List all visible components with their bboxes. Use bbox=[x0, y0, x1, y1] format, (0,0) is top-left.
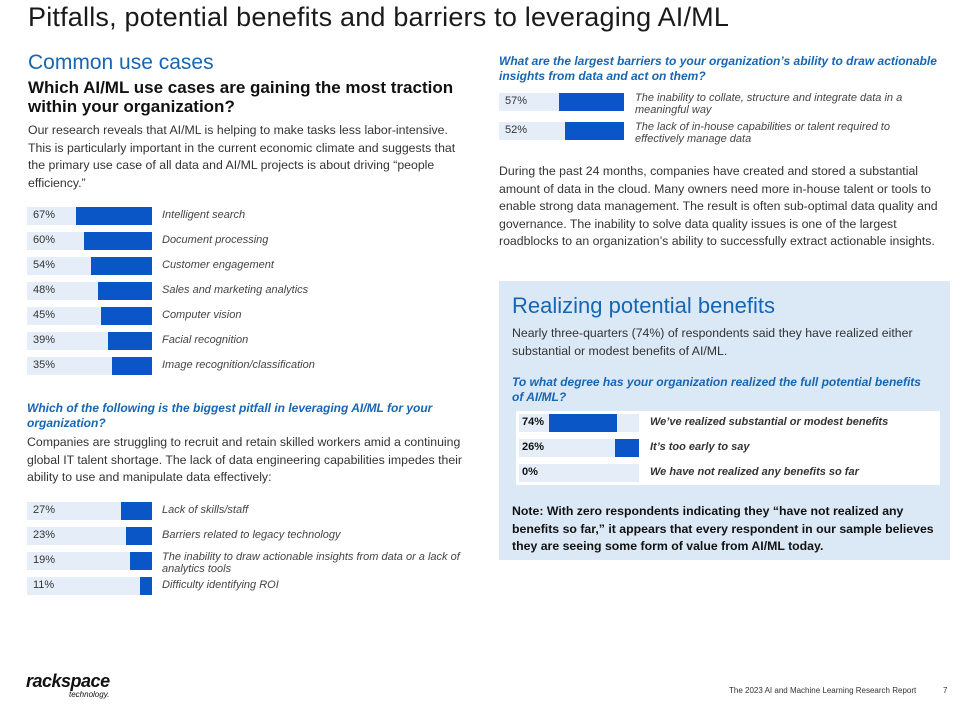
bar-category-label: Barriers related to legacy technology bbox=[162, 529, 341, 541]
bar-track: 48% bbox=[27, 282, 152, 300]
bar-value-label: 45% bbox=[33, 309, 56, 321]
bar-track: 23% bbox=[27, 527, 152, 545]
bar-fill bbox=[76, 207, 152, 225]
bar-track: 11% bbox=[27, 577, 152, 595]
benefits-panel: Realizing potential benefits Nearly thre… bbox=[499, 281, 950, 560]
bar-category-label: Sales and marketing analytics bbox=[162, 284, 309, 296]
page-number: 7 bbox=[943, 686, 948, 695]
bar-row: 27% Lack of skills/staff bbox=[27, 502, 482, 520]
bar-row: 48% Sales and marketing analytics bbox=[27, 282, 482, 300]
section-title-use-cases: Common use cases bbox=[28, 51, 214, 74]
bar-track: 57% bbox=[499, 93, 624, 111]
logo-wordmark: rackspace bbox=[26, 671, 110, 691]
benefits-bar-chart: 74% We’ve realized substantial or modest … bbox=[516, 411, 940, 485]
bar-category-label: Customer engagement bbox=[162, 259, 274, 271]
bar-fill bbox=[121, 502, 152, 520]
bar-track: 39% bbox=[27, 332, 152, 350]
bar-fill bbox=[565, 122, 624, 140]
bar-fill bbox=[126, 527, 152, 545]
bar-value-label: 19% bbox=[33, 554, 56, 566]
bar-fill bbox=[549, 414, 617, 432]
bar-value-label: 11% bbox=[33, 579, 55, 591]
bar-track: 60% bbox=[27, 232, 152, 250]
bar-category-label: It’s too early to say bbox=[650, 441, 750, 453]
bar-category-label: We’ve realized substantial or modest ben… bbox=[650, 416, 889, 428]
bar-category-label: Difficulty identifying ROI bbox=[162, 579, 279, 591]
bar-category-label: Image recognition/classification bbox=[162, 359, 315, 371]
bar-value-label: 35% bbox=[33, 359, 56, 371]
bar-track: 45% bbox=[27, 307, 152, 325]
benefits-paragraph: Nearly three-quarters (74%) of responden… bbox=[512, 326, 913, 358]
bar-row: 60% Document processing bbox=[27, 232, 482, 250]
bar-category-label: Computer vision bbox=[162, 309, 242, 321]
benefit-bar-row: 0% We have not realized any benefits so f… bbox=[516, 463, 940, 483]
bar-value-label: 48% bbox=[33, 284, 56, 296]
bar-value-label: 39% bbox=[33, 334, 56, 346]
bar-row: 54% Customer engagement bbox=[27, 257, 482, 275]
footer-report-title: The 2023 AI and Machine Learning Researc… bbox=[729, 686, 917, 695]
bar-category-label: The inability to collate, structure and … bbox=[635, 92, 903, 116]
benefits-question: To what degree has your organization rea… bbox=[512, 375, 921, 404]
bar-value-label: 74% bbox=[522, 416, 545, 428]
bar-row: 19% The inability to draw actionable insi… bbox=[27, 551, 482, 575]
bar-category-label: We have not realized any benefits so far bbox=[650, 466, 859, 478]
bar-category-label: Facial recognition bbox=[162, 334, 249, 346]
bar-row: 11% Difficulty identifying ROI bbox=[27, 577, 482, 595]
bar-fill bbox=[130, 552, 152, 570]
bar-fill bbox=[108, 332, 152, 350]
bar-value-label: 27% bbox=[33, 504, 56, 516]
bar-row: 35% Image recognition/classification bbox=[27, 357, 482, 375]
bar-fill bbox=[101, 307, 152, 325]
bar-value-label: 67% bbox=[33, 209, 56, 221]
bar-row: 52% The lack of in-house capabilities or … bbox=[499, 121, 935, 145]
bar-value-label: 26% bbox=[522, 441, 545, 453]
bar-fill bbox=[84, 232, 152, 250]
bar-row: 57% The inability to collate, structure a… bbox=[499, 92, 935, 116]
bar-fill bbox=[140, 577, 152, 595]
bar-category-label: The inability to draw actionable insight… bbox=[162, 551, 460, 575]
logo-tagline: technology. bbox=[69, 690, 110, 699]
bar-fill bbox=[112, 357, 152, 375]
bar-row: 67% Intelligent search bbox=[27, 207, 482, 225]
bar-value-label: 60% bbox=[33, 234, 56, 246]
barriers-question: What are the largest barriers to your or… bbox=[499, 54, 937, 83]
benefit-bar-row: 26% It’s too early to say bbox=[516, 438, 940, 458]
bar-row: 23% Barriers related to legacy technology bbox=[27, 527, 482, 545]
bar-value-label: 23% bbox=[33, 529, 56, 541]
use-cases-question: Which AI/ML use cases are gaining the mo… bbox=[28, 78, 454, 116]
benefit-bar-row: 74% We’ve realized substantial or modest … bbox=[516, 413, 940, 433]
bar-value-label: 0% bbox=[522, 466, 538, 478]
rackspace-logo: rackspace technology. bbox=[26, 671, 110, 699]
bar-fill bbox=[615, 439, 639, 457]
bar-value-label: 52% bbox=[505, 124, 528, 136]
bar-category-label: Document processing bbox=[162, 234, 269, 246]
bar-track bbox=[519, 439, 639, 457]
bar-category-label: Intelligent search bbox=[162, 209, 246, 221]
pitfall-question: Which of the following is the biggest pi… bbox=[27, 401, 433, 430]
bar-track: 54% bbox=[27, 257, 152, 275]
pitfall-paragraph: Companies are struggling to recruit and … bbox=[27, 435, 462, 485]
bar-category-label: The lack of in-house capabilities or tal… bbox=[635, 121, 890, 145]
bar-fill bbox=[559, 93, 624, 111]
bar-row: 39% Facial recognition bbox=[27, 332, 482, 350]
bar-row: 45% Computer vision bbox=[27, 307, 482, 325]
bar-track: 52% bbox=[499, 122, 624, 140]
bar-category-label: Lack of skills/staff bbox=[162, 504, 249, 516]
bar-track: 27% bbox=[27, 502, 152, 520]
bar-value-label: 57% bbox=[505, 95, 528, 107]
bar-track: 67% bbox=[27, 207, 152, 225]
bar-value-label: 54% bbox=[33, 259, 56, 271]
benefits-title: Realizing potential benefits bbox=[512, 293, 775, 318]
bar-track bbox=[519, 464, 639, 482]
bar-fill bbox=[98, 282, 152, 300]
barriers-paragraph: During the past 24 months, companies hav… bbox=[499, 164, 938, 249]
use-cases-paragraph: Our research reveals that AI/ML is helpi… bbox=[28, 123, 456, 190]
page-title: Pitfalls, potential benefits and barrier… bbox=[28, 2, 730, 32]
bar-track: 35% bbox=[27, 357, 152, 375]
bar-fill bbox=[91, 257, 152, 275]
bar-track: 19% bbox=[27, 552, 152, 570]
benefits-note: Note: With zero respondents indicating t… bbox=[512, 504, 934, 554]
